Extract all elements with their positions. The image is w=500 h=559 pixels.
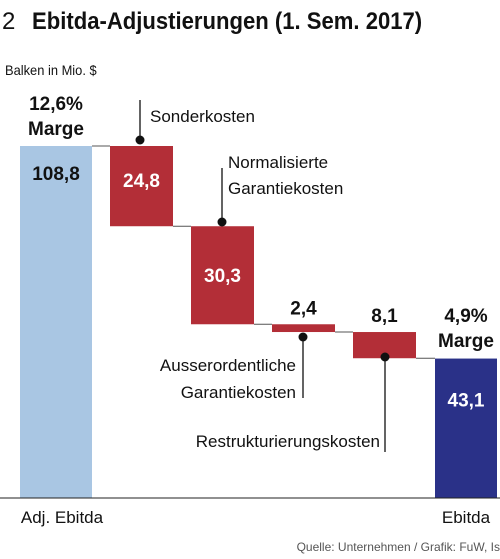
- bar-3: [191, 226, 254, 325]
- margin-value: 4,9%: [444, 306, 487, 327]
- annotation-label: Garantiekosten: [181, 383, 296, 402]
- chart-number: 2: [2, 8, 16, 35]
- value-label: 43,1: [448, 391, 485, 412]
- value-label: 2,4: [290, 298, 317, 319]
- value-label: 8,1: [371, 306, 398, 327]
- annotation-label: Garantiekosten: [228, 179, 343, 198]
- margin-label: Marge: [438, 331, 494, 352]
- bar-4: [272, 324, 335, 333]
- value-label: 24,8: [123, 171, 160, 192]
- chart-title: Ebitda-Adjustierungen (1. Sem. 2017): [32, 8, 423, 35]
- annotation-label: Ausserordentliche: [160, 356, 296, 375]
- annotation-label: Sonderkosten: [150, 107, 255, 126]
- annotation-dot: [380, 352, 390, 362]
- x-tick-label: Ebitda: [442, 508, 491, 527]
- annotation-dot: [217, 217, 227, 227]
- annotation-dot: [298, 332, 308, 342]
- unit-label: Balken in Mio. $: [5, 62, 97, 78]
- chart-header: 2 Ebitda-Adjustierungen (1. Sem. 2017): [0, 0, 500, 44]
- bar-6: [435, 358, 497, 498]
- margin-label: Marge: [28, 119, 84, 140]
- margin-value: 12,6%: [29, 94, 83, 115]
- value-label: 108,8: [32, 164, 80, 185]
- annotation-dot: [135, 135, 145, 145]
- waterfall-chart: 108,8 24,8 30,3 2,4 8,1 43,1 12,6% Marge 4,9% Mar…: [0, 94, 500, 527]
- bar-1: [20, 146, 92, 498]
- source-note: Quelle: Unternehmen / Grafik: FuW, Is: [296, 540, 500, 554]
- annotation-label: Restrukturierungskosten: [196, 432, 380, 451]
- value-label: 30,3: [204, 266, 241, 287]
- bar-2: [110, 146, 173, 227]
- x-tick-label: Adj. Ebitda: [21, 508, 104, 527]
- annotation-label: Normalisierte: [228, 153, 328, 172]
